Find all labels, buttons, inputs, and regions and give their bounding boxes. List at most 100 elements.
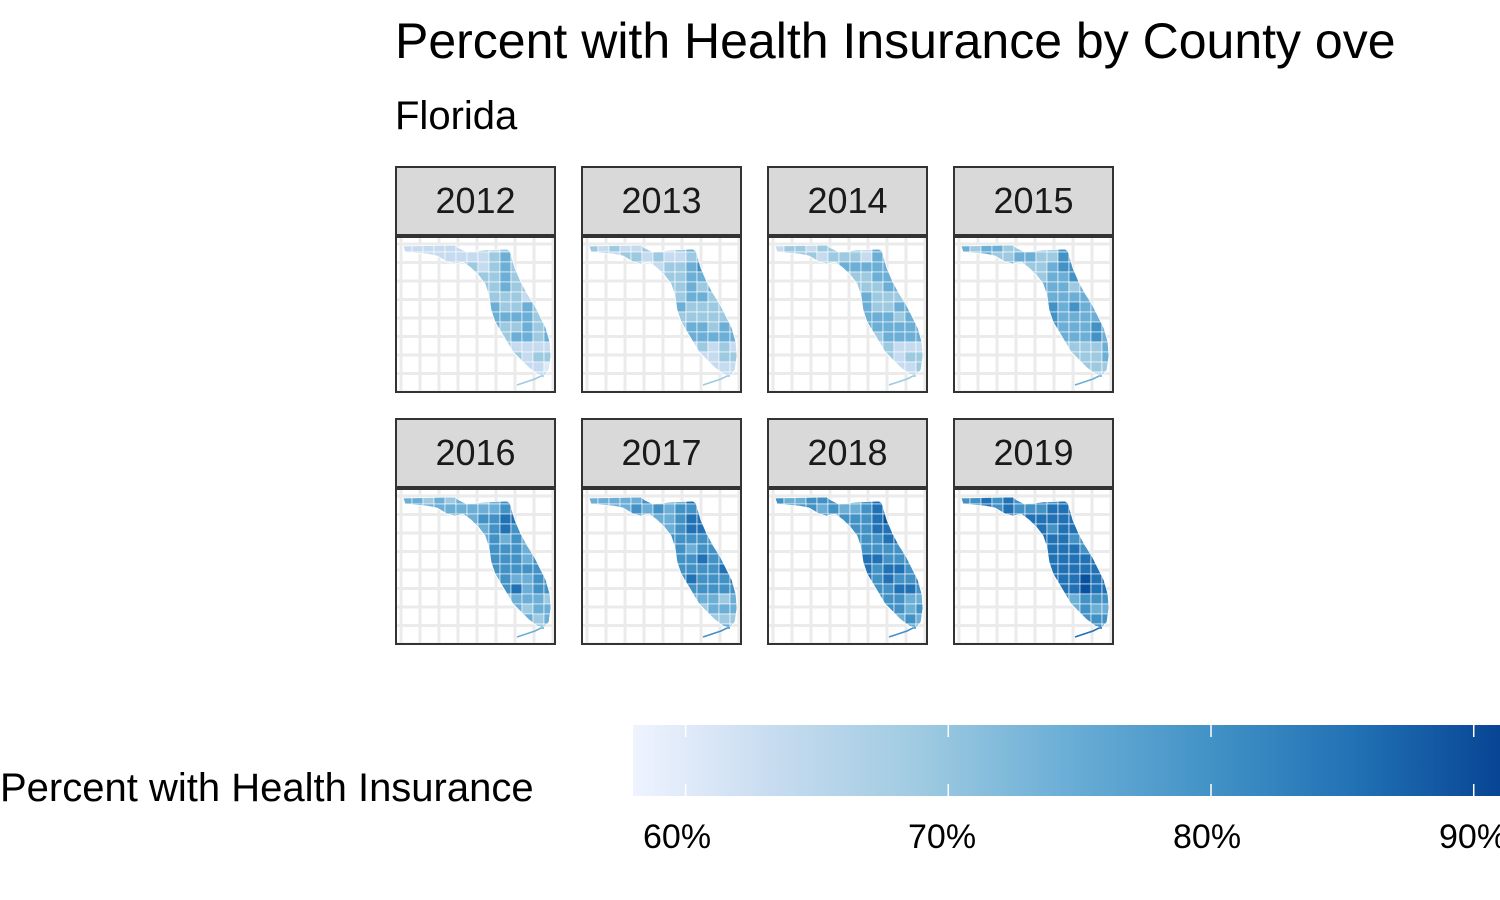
- county: [707, 341, 720, 353]
- county: [532, 351, 545, 363]
- county: [674, 503, 687, 515]
- county: [849, 251, 862, 263]
- county: [422, 593, 435, 605]
- county: [718, 583, 731, 595]
- county: [499, 543, 512, 555]
- county: [499, 613, 512, 625]
- facet-strip: 2019: [953, 418, 1114, 488]
- county: [882, 331, 895, 343]
- county: [1068, 281, 1081, 293]
- county: [1002, 361, 1015, 373]
- state-outline: [960, 244, 1110, 377]
- county: [816, 533, 829, 545]
- florida-map: [395, 488, 556, 645]
- county: [794, 321, 807, 333]
- county: [444, 251, 457, 263]
- chart-subtitle: Florida: [395, 94, 518, 138]
- florida-map: [581, 488, 742, 645]
- county: [1024, 513, 1037, 525]
- county: [488, 503, 501, 515]
- county: [630, 503, 643, 515]
- county: [1079, 503, 1092, 515]
- county: [477, 361, 490, 373]
- county: [510, 573, 523, 585]
- county: [532, 361, 545, 373]
- state-outline: [402, 244, 552, 377]
- county: [521, 301, 534, 313]
- county: [1002, 301, 1015, 313]
- county: [1057, 361, 1070, 373]
- county: [882, 291, 895, 303]
- county: [871, 361, 884, 373]
- county: [652, 261, 665, 273]
- county: [775, 613, 785, 625]
- county: [499, 271, 512, 283]
- county: [904, 613, 917, 625]
- county: [871, 271, 884, 283]
- county: [1079, 251, 1092, 263]
- legend-gradient: [633, 725, 1500, 796]
- county: [696, 543, 709, 555]
- facet-strip: 2018: [767, 418, 928, 488]
- county: [1057, 503, 1070, 515]
- county: [871, 291, 884, 303]
- county: [685, 563, 698, 575]
- county: [510, 553, 523, 565]
- county: [589, 503, 599, 515]
- facet-panel-2016: 2016: [395, 418, 556, 645]
- county: [630, 361, 643, 373]
- county: [718, 351, 731, 363]
- county: [630, 301, 643, 313]
- county: [685, 361, 698, 373]
- county: [444, 553, 457, 565]
- county: [893, 583, 906, 595]
- county: [1057, 321, 1070, 333]
- county: [904, 371, 917, 376]
- county: [477, 301, 490, 313]
- county: [980, 573, 993, 585]
- county: [608, 613, 621, 625]
- county: [696, 563, 709, 575]
- county: [707, 351, 720, 363]
- county: [422, 573, 435, 585]
- county: [521, 593, 534, 605]
- county: [510, 533, 523, 545]
- facet-panel-2015: 2015: [953, 166, 1114, 393]
- county: [685, 593, 698, 605]
- county: [849, 613, 862, 625]
- county: [685, 513, 698, 525]
- county: [532, 593, 545, 605]
- county: [871, 593, 884, 605]
- county: [499, 563, 512, 575]
- county: [477, 341, 490, 353]
- county: [718, 613, 731, 625]
- county: [589, 553, 599, 565]
- county: [403, 533, 413, 545]
- county: [1035, 261, 1048, 273]
- facet-panel-2012: 2012: [395, 166, 556, 393]
- state-outline: [402, 496, 552, 629]
- county: [860, 533, 873, 545]
- county: [589, 361, 599, 373]
- county: [775, 553, 785, 565]
- county: [532, 613, 545, 625]
- county: [1002, 593, 1015, 605]
- county: [860, 291, 873, 303]
- county: [718, 573, 731, 585]
- county: [961, 361, 971, 373]
- county: [1035, 321, 1048, 333]
- county: [510, 281, 523, 293]
- county: [444, 593, 457, 605]
- legend-title: Percent with Health Insurance: [0, 766, 534, 810]
- county: [1057, 291, 1070, 303]
- county: [882, 281, 895, 293]
- county: [663, 341, 676, 353]
- county: [860, 543, 873, 555]
- county: [1068, 563, 1081, 575]
- county: [1035, 361, 1048, 373]
- florida-map: [395, 236, 556, 393]
- county: [904, 351, 917, 363]
- county: [775, 341, 785, 353]
- county: [882, 553, 895, 565]
- choropleth-map: [583, 238, 740, 391]
